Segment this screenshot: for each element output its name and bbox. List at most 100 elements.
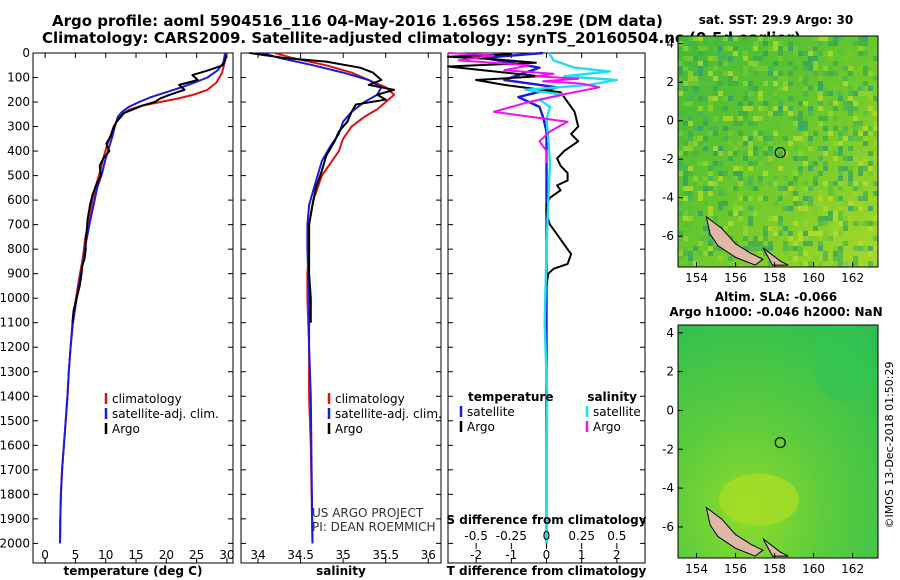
sst-pixel — [683, 81, 688, 86]
sst-pixel — [863, 111, 868, 116]
sst-pixel — [768, 66, 773, 71]
sst-pixel — [783, 226, 788, 231]
sst-pixel — [828, 91, 833, 96]
sst-pixel — [778, 51, 783, 56]
sst-pixel — [773, 96, 778, 101]
sst-pixel — [843, 81, 848, 86]
sla-map-ytick-label: 4 — [666, 326, 674, 340]
sst-pixel — [728, 46, 733, 51]
sst-pixel — [873, 191, 878, 196]
sal-xtick-label: 34 — [250, 548, 265, 562]
sst-pixel — [718, 66, 723, 71]
sst-pixel — [828, 211, 833, 216]
sst-pixel — [723, 136, 728, 141]
sst-pixel — [688, 196, 693, 201]
sst-pixel — [838, 196, 843, 201]
sla-map-ytick-label: 2 — [666, 365, 674, 379]
sst-pixel — [868, 226, 873, 231]
sst-pixel — [708, 111, 713, 116]
imos-timestamp-label: ©IMOS 13-Dec-2018 01:50:29 — [883, 362, 896, 529]
sst-pixel — [818, 76, 823, 81]
sst-pixel — [813, 181, 818, 186]
sst-pixel — [693, 36, 698, 41]
sst-pixel — [693, 176, 698, 181]
sst-pixel — [823, 116, 828, 121]
sst-pixel — [728, 211, 733, 216]
depth-tick-label: 1500 — [0, 414, 30, 428]
sst-pixel — [753, 86, 758, 91]
sst-pixel — [803, 131, 808, 136]
sst-pixel — [808, 66, 813, 71]
sst-pixel — [853, 156, 858, 161]
sst-pixel — [743, 36, 748, 41]
sst-pixel — [773, 176, 778, 181]
sst-pixel — [858, 121, 863, 126]
sst-pixel — [683, 251, 688, 256]
sst-pixel — [778, 106, 783, 111]
sst-pixel — [858, 161, 863, 166]
sst-pixel — [818, 96, 823, 101]
sst-pixel — [763, 236, 768, 241]
depth-tick-label: 1900 — [0, 512, 30, 526]
sst-pixel — [843, 166, 848, 171]
sdiff-tick-label: -0.25 — [496, 529, 527, 543]
sst-pixel — [753, 221, 758, 226]
sst-pixel — [753, 46, 758, 51]
sst-pixel — [713, 246, 718, 251]
sst-pixel — [828, 51, 833, 56]
depth-tick-label: 0 — [22, 46, 30, 60]
sst-pixel — [723, 106, 728, 111]
sst-pixel — [858, 66, 863, 71]
sst-pixel — [813, 176, 818, 181]
sst-pixel — [698, 136, 703, 141]
sst-pixel — [853, 241, 858, 246]
sst-pixel — [793, 201, 798, 206]
sst-pixel — [808, 141, 813, 146]
sst-pixel — [793, 191, 798, 196]
sst-pixel — [843, 76, 848, 81]
sst-pixel — [683, 246, 688, 251]
sst-pixel — [693, 76, 698, 81]
sst-pixel — [843, 66, 848, 71]
sst-pixel — [823, 136, 828, 141]
sst-pixel — [763, 171, 768, 176]
sst-pixel — [758, 251, 763, 256]
sst-pixel — [868, 151, 873, 156]
sst-pixel — [728, 76, 733, 81]
sst-pixel — [698, 41, 703, 46]
sst-pixel — [753, 116, 758, 121]
sst-pixel — [718, 56, 723, 61]
sst-pixel — [788, 221, 793, 226]
sst-pixel — [828, 196, 833, 201]
sst-pixel — [808, 171, 813, 176]
sst-pixel — [743, 246, 748, 251]
sst-pixel — [688, 256, 693, 261]
sst-pixel — [763, 196, 768, 201]
sst-pixel — [753, 151, 758, 156]
sst-pixel — [828, 41, 833, 46]
sst-pixel — [833, 181, 838, 186]
sst-pixel — [703, 61, 708, 66]
sst-pixel — [833, 256, 838, 261]
sst-pixel — [783, 251, 788, 256]
sdiff-tick-label: 0.25 — [568, 529, 595, 543]
sst-pixel — [748, 81, 753, 86]
figure-title-line2: Climatology: CARS2009. Satellite-adjuste… — [42, 29, 801, 47]
sst-pixel — [803, 61, 808, 66]
sst-pixel — [683, 131, 688, 136]
sla-map-ytick-label: -2 — [662, 442, 674, 456]
sst-pixel — [728, 116, 733, 121]
sst-pixel — [688, 211, 693, 216]
sst-pixel — [783, 156, 788, 161]
sst-pixel — [683, 151, 688, 156]
sst-pixel — [868, 206, 873, 211]
sst-pixel — [823, 86, 828, 91]
sst-pixel — [763, 206, 768, 211]
sst-pixel — [713, 116, 718, 121]
sst-pixel — [873, 131, 878, 136]
sst-pixel — [703, 201, 708, 206]
sst-pixel — [868, 221, 873, 226]
sst-pixel — [718, 246, 723, 251]
sst-pixel — [733, 211, 738, 216]
sst-pixel — [873, 261, 878, 266]
